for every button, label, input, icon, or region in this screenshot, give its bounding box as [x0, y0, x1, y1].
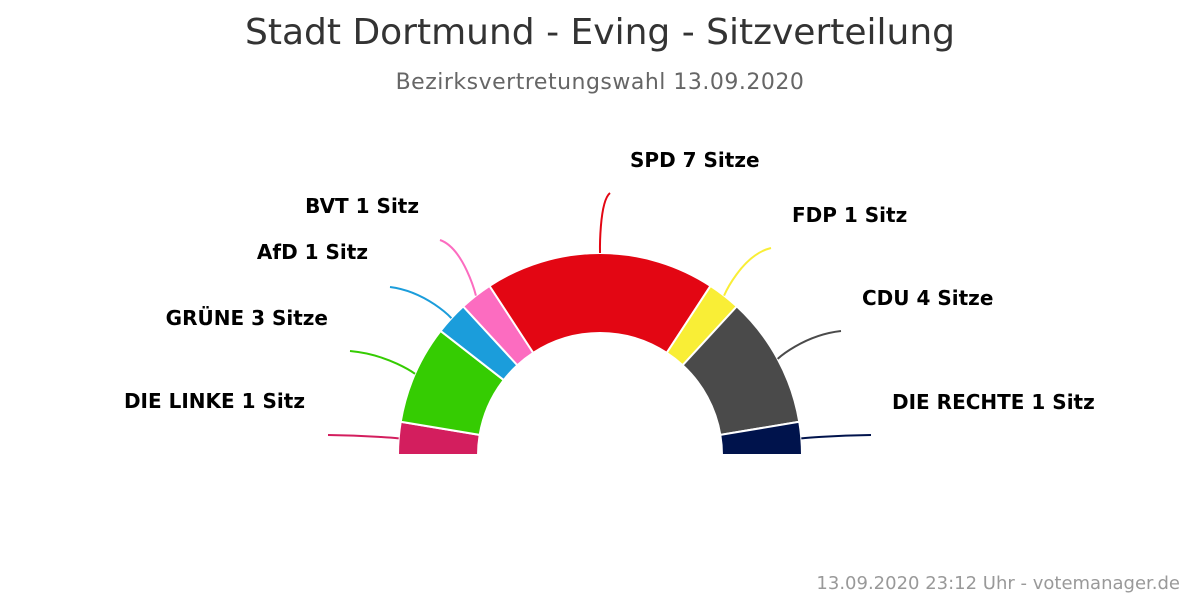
label-spd: SPD 7 Sitze — [630, 148, 760, 172]
label-grüne: GRÜNE 3 Sitze — [166, 306, 328, 330]
label-cdu: CDU 4 Sitze — [862, 286, 993, 310]
connector-die-rechte — [801, 434, 872, 440]
chart-title: Stadt Dortmund - Eving - Sitzverteilung — [245, 12, 955, 53]
label-die-linke: DIE LINKE 1 Sitz — [124, 389, 305, 413]
labels-group: DIE LINKE 1 Sitz GRÜNE 3 Sitze AfD 1 Sitz B… — [124, 148, 1095, 414]
slices-group — [396, 251, 804, 456]
connector-die-linke — [327, 434, 399, 440]
footer-credit: 13.09.2020 23:12 Uhr - votemanager.de — [816, 573, 1180, 594]
connector-cdu — [776, 330, 842, 360]
label-die-rechte: DIE RECHTE 1 Sitz — [892, 390, 1095, 414]
label-bvt: BVT 1 Sitz — [305, 194, 419, 218]
label-fdp: FDP 1 Sitz — [792, 203, 907, 227]
connector-grüne — [349, 350, 416, 375]
connector-fdp — [723, 247, 772, 297]
connector-spd — [598, 192, 611, 254]
chart-subtitle: Bezirksvertretungswahl 13.09.2020 — [395, 70, 805, 95]
connectors-group — [327, 192, 872, 440]
label-afd: AfD 1 Sitz — [257, 240, 368, 264]
connector-bvt — [439, 239, 477, 296]
connector-afd — [389, 286, 453, 319]
slice-die-rechte — [719, 420, 804, 456]
